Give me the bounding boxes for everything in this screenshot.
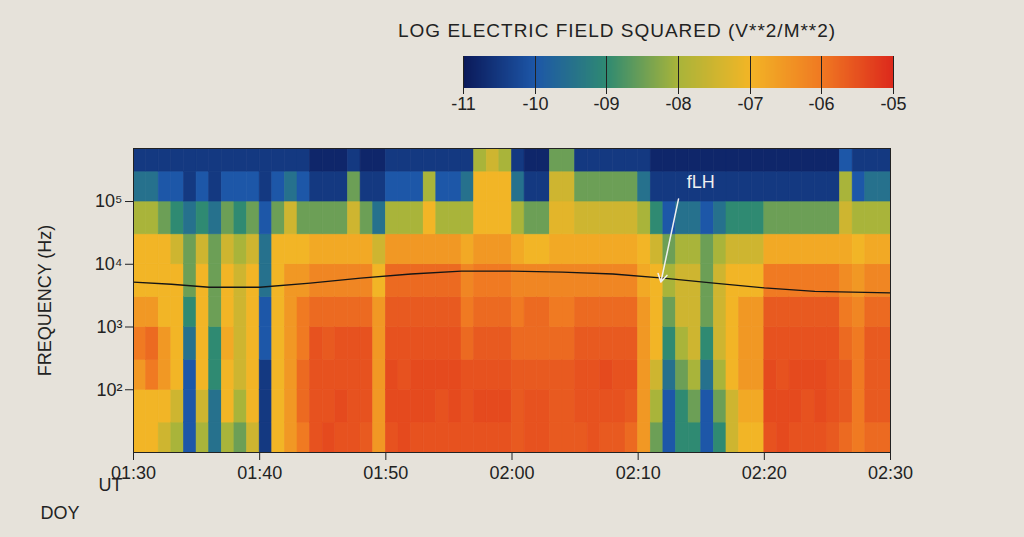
svg-text:02:20: 02:20 bbox=[742, 463, 787, 483]
svg-text:-07: -07 bbox=[737, 94, 763, 114]
svg-text:-08: -08 bbox=[665, 94, 691, 114]
svg-text:01:40: 01:40 bbox=[237, 463, 282, 483]
svg-text:-11: -11 bbox=[451, 94, 476, 114]
svg-text:10²: 10² bbox=[96, 380, 122, 400]
svg-text:10³: 10³ bbox=[96, 317, 122, 337]
svg-text:DOY: DOY bbox=[41, 503, 80, 523]
svg-text:-05: -05 bbox=[880, 94, 906, 114]
svg-text:02:00: 02:00 bbox=[489, 463, 534, 483]
svg-text:-10: -10 bbox=[522, 94, 548, 114]
svg-text:-06: -06 bbox=[808, 94, 834, 114]
svg-text:-09: -09 bbox=[593, 94, 619, 114]
svg-text:01:50: 01:50 bbox=[363, 463, 408, 483]
svg-text:FREQUENCY (Hz): FREQUENCY (Hz) bbox=[35, 225, 55, 377]
svg-text:fLH: fLH bbox=[687, 172, 715, 192]
html-text:LOG ELECTRIC FIELD SQUARED (V*: LOG ELECTRIC FIELD SQUARED (V**2/M**2) bbox=[398, 20, 837, 41]
svg-text:10⁵: 10⁵ bbox=[95, 191, 122, 211]
svg-text:UT: UT bbox=[99, 475, 123, 495]
svg-text:10⁴: 10⁴ bbox=[95, 254, 123, 274]
svg-text:02:30: 02:30 bbox=[868, 463, 913, 483]
svg-text:01:30: 01:30 bbox=[111, 463, 156, 484]
svg-text:02:10: 02:10 bbox=[616, 463, 661, 483]
